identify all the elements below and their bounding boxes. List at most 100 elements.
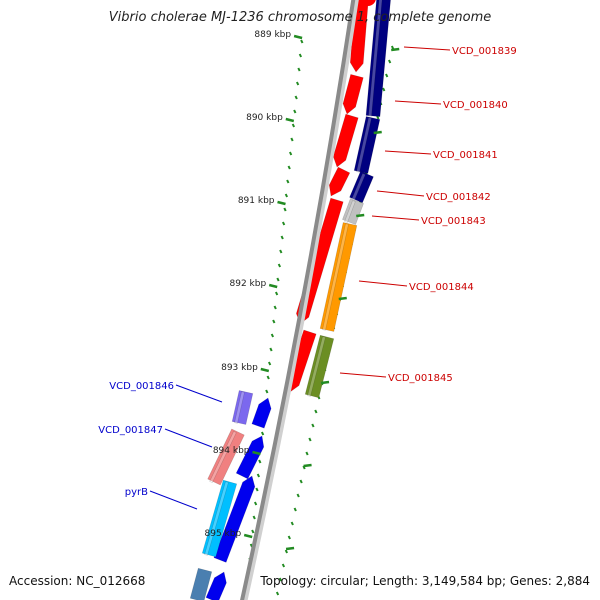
minor-tick [382,87,386,92]
feature-highlight [204,481,229,556]
minor-tick [274,291,279,296]
minor-tick [251,529,255,534]
gene-label[interactable]: VCD_001840 [443,100,508,111]
gene-leader-line [149,490,198,510]
minor-tick [297,67,301,72]
minor-tick [277,263,282,268]
minor-tick [302,465,306,470]
gene-label[interactable]: VCD_001845 [388,373,453,384]
minor-tick [252,515,256,520]
gene-label[interactable]: VCD_001847 [98,425,163,436]
minor-tick [295,81,300,86]
gene-feature-bar [349,170,374,204]
minor-tick [376,115,380,120]
cds-arrow [235,435,265,480]
gene-feature-bar [207,428,245,486]
minor-tick [265,389,269,394]
minor-tick [267,361,272,366]
minor-tick [305,451,309,456]
major-tick [338,296,347,301]
gene-leader-line [164,428,213,448]
minor-tick [293,507,297,512]
minor-tick [287,165,291,170]
minor-tick [281,563,286,568]
feature-highlight [368,0,383,117]
minor-tick [273,305,277,310]
gene-label[interactable]: VCD_001842 [426,192,491,203]
minor-tick [287,535,291,540]
gene-feature-bar [231,390,254,425]
cds-arrow [213,475,256,563]
minor-tick [298,53,303,58]
gene-feature-bar [304,334,335,399]
gene-feature-bar [189,567,213,600]
major-tick [391,47,400,52]
minor-tick [275,591,280,596]
cds-arrow [360,0,376,6]
feature-highlight [209,430,237,484]
minor-tick [266,375,270,380]
gene-leader-line [175,384,223,403]
major-tick [320,380,330,385]
gene-label[interactable]: VCD_001844 [409,282,474,293]
feature-highlight [307,336,326,397]
gene-feature-bar [201,479,238,558]
feature-highlight [322,223,349,331]
minor-tick [300,39,304,44]
cds-arrow [328,166,351,197]
gene-leader-line [358,280,408,287]
minor-tick [270,333,275,338]
minor-tick [390,45,395,50]
cds-arrow [205,571,227,600]
gene-leader-line [394,100,442,105]
gene-label[interactable]: VCD_001843 [421,216,486,227]
cds-arrow [332,113,359,168]
cds-track [205,0,376,600]
feature-highlight [344,200,356,223]
minor-tick [294,95,298,100]
sequence-backbone [240,0,359,600]
major-tick [243,533,253,539]
minor-tick [290,521,294,526]
major-tick [277,200,286,206]
major-tick [285,117,295,123]
scale-label: 891 kbp [238,196,275,206]
minor-tick [288,151,293,156]
major-tick [252,450,261,456]
minor-tick [385,73,389,78]
gene-label[interactable]: VCD_001846 [109,381,174,392]
minor-tick [284,193,289,198]
minor-tick [258,459,262,464]
gene-leader-line [376,190,425,197]
gene-feature-bar [319,222,358,332]
gene-leader-line [339,372,387,378]
minor-tick [269,347,273,352]
minor-tick [293,109,297,114]
major-tick [356,213,365,218]
scale-label: 892 kbp [230,279,267,289]
minor-tick [299,479,303,484]
major-tick [260,367,270,373]
backbone-line [240,0,356,600]
scale-label: 889 kbp [254,30,291,40]
scale-label: 890 kbp [246,113,283,123]
gene-feature-bar [365,0,391,117]
minor-tick [255,487,259,492]
gene-label[interactable]: VCD_001839 [452,46,517,57]
minor-tick [283,207,287,212]
major-tick [303,463,312,468]
minor-tick [272,319,276,324]
cds-arrow [342,73,364,115]
major-tick [268,283,278,289]
minor-tick [279,249,283,254]
major-tick [373,130,382,135]
minor-tick [296,493,300,498]
accession-text: Accession: NC_012668 [9,574,146,588]
minor-tick [281,221,286,226]
minor-tick [314,409,318,414]
gene-label[interactable]: VCD_001841 [433,150,498,161]
minor-tick [284,549,288,554]
minor-tick [311,423,315,428]
gene-label[interactable]: pyrB [125,487,148,498]
